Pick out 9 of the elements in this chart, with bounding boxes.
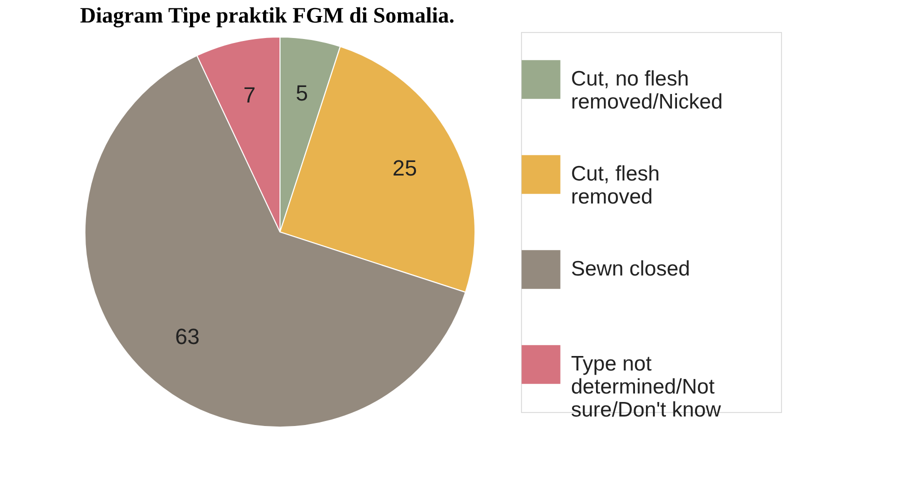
legend-label: Type not determined/Not sure/Don't know <box>571 352 722 422</box>
legend-label: Cut, flesh removed <box>571 162 660 208</box>
chart-title: Diagram Tipe praktik FGM di Somalia. <box>80 2 454 28</box>
data-label: 7 <box>243 82 256 108</box>
data-label: 63 <box>175 324 200 350</box>
legend-label: Cut, no flesh removed/Nicked <box>571 68 723 114</box>
legend-label: Sewn closed <box>571 258 690 280</box>
data-label: 25 <box>392 155 417 180</box>
data-label: 5 <box>296 80 308 106</box>
